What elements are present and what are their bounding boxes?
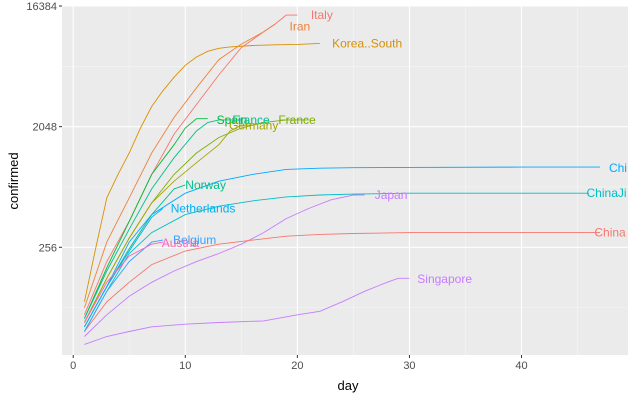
y-tick-label: 2048 <box>33 122 57 134</box>
y-axis: 256 2048 16384 <box>26 1 62 254</box>
x-tick-label: 20 <box>291 360 303 372</box>
series-label: Netherlands <box>171 201 236 215</box>
series-line <box>84 192 589 332</box>
series-label: Spain <box>217 113 248 127</box>
series-line <box>84 232 600 332</box>
series-line <box>83 42 320 302</box>
series-label: France <box>278 113 316 127</box>
series-label: Norway <box>185 178 226 192</box>
series-label: Chi <box>609 161 627 175</box>
series-line <box>83 23 276 309</box>
x-tick-label: 40 <box>515 360 527 372</box>
x-axis: 0 10 20 30 40 <box>70 355 528 372</box>
series-line <box>83 118 208 319</box>
series-label: Korea..South <box>332 36 402 50</box>
series-label: Singapore <box>417 272 472 286</box>
series-line <box>84 166 600 328</box>
y-tick-label: 16384 <box>26 1 57 13</box>
series-line <box>83 124 253 323</box>
series-line <box>84 194 365 337</box>
series-line <box>84 239 163 332</box>
y-tick-label: 256 <box>39 242 57 254</box>
x-tick-label: 10 <box>179 360 191 372</box>
series-label: Italy <box>311 8 333 22</box>
x-tick-label: 30 <box>403 360 415 372</box>
series-line <box>83 119 242 319</box>
grid-minor <box>62 6 628 355</box>
series-line <box>84 241 163 323</box>
x-axis-title: day <box>338 378 359 393</box>
grid-major <box>62 5 628 355</box>
series-label: Japan <box>375 188 408 202</box>
x-tick-label: 0 <box>70 360 76 372</box>
series-label: Germany <box>229 119 278 133</box>
series-line <box>84 208 164 328</box>
y-axis-title: confirmed <box>6 152 21 209</box>
series-label: Belgium <box>173 233 216 247</box>
series-line <box>84 277 410 345</box>
series-label: Austria <box>162 236 200 250</box>
series-label: Iran <box>290 20 311 34</box>
series-label: ChinaJi <box>587 186 627 200</box>
series-lines <box>83 14 600 345</box>
series-label: France <box>232 113 270 127</box>
series-label: China <box>594 226 626 240</box>
plot-panel <box>62 6 628 355</box>
